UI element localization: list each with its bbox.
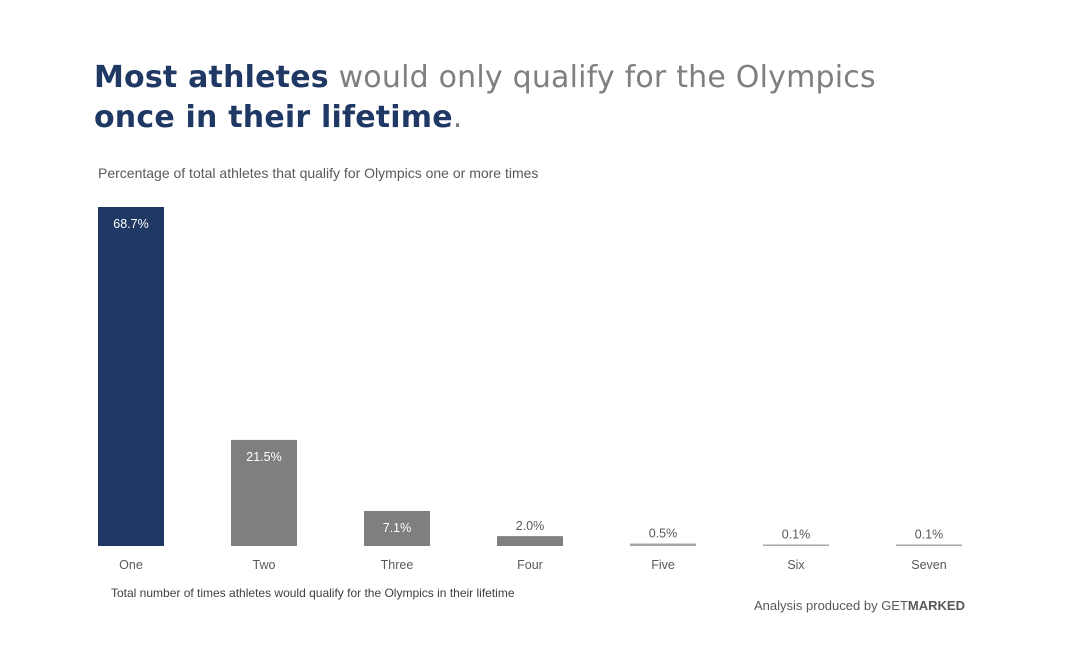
data-label-six: 0.1% <box>782 528 811 542</box>
x-tick-label-four: Four <box>517 558 543 572</box>
credit-brand-light: GET <box>881 598 908 613</box>
title-regular-2: . <box>452 100 463 135</box>
x-tick-label-two: Two <box>253 558 276 572</box>
credit-brand-bold: MARKED <box>907 598 965 613</box>
x-tick-label-three: Three <box>381 558 414 572</box>
x-tick-label-six: Six <box>787 558 805 572</box>
x-tick-label-seven: Seven <box>911 558 946 572</box>
bar-three <box>364 510 430 546</box>
x-tick-label-five: Five <box>651 558 675 572</box>
bar-two <box>231 439 297 546</box>
bar-five <box>630 543 696 546</box>
data-label-two: 21.5% <box>246 450 281 464</box>
x-axis-title: Total number of times athletes would qua… <box>111 586 515 600</box>
data-label-three: 7.1% <box>383 521 412 535</box>
data-label-seven: 0.1% <box>915 528 944 542</box>
data-label-one: 68.7% <box>113 217 148 231</box>
title-line-1: Most athletes would only qualify for the… <box>94 58 994 98</box>
chart-subtitle: Percentage of total athletes that qualif… <box>98 165 539 181</box>
title-line-2: once in their lifetime. <box>94 98 994 138</box>
title-strong-1: Most athletes <box>94 60 329 95</box>
bar-four <box>497 536 563 546</box>
credit-prefix: Analysis produced by <box>754 598 882 613</box>
bar-one <box>98 207 164 546</box>
data-label-five: 0.5% <box>649 527 678 541</box>
data-label-four: 2.0% <box>516 519 545 533</box>
title-strong-2: once in their lifetime <box>94 100 453 135</box>
credit-line: Analysis produced by GETMARKED <box>754 598 965 613</box>
bar-seven <box>896 544 962 546</box>
chart-title: Most athletes would only qualify for the… <box>94 58 994 138</box>
title-regular-1: would only qualify for the Olympics <box>328 60 876 95</box>
x-tick-label-one: One <box>119 558 143 572</box>
bar-six <box>763 544 829 546</box>
